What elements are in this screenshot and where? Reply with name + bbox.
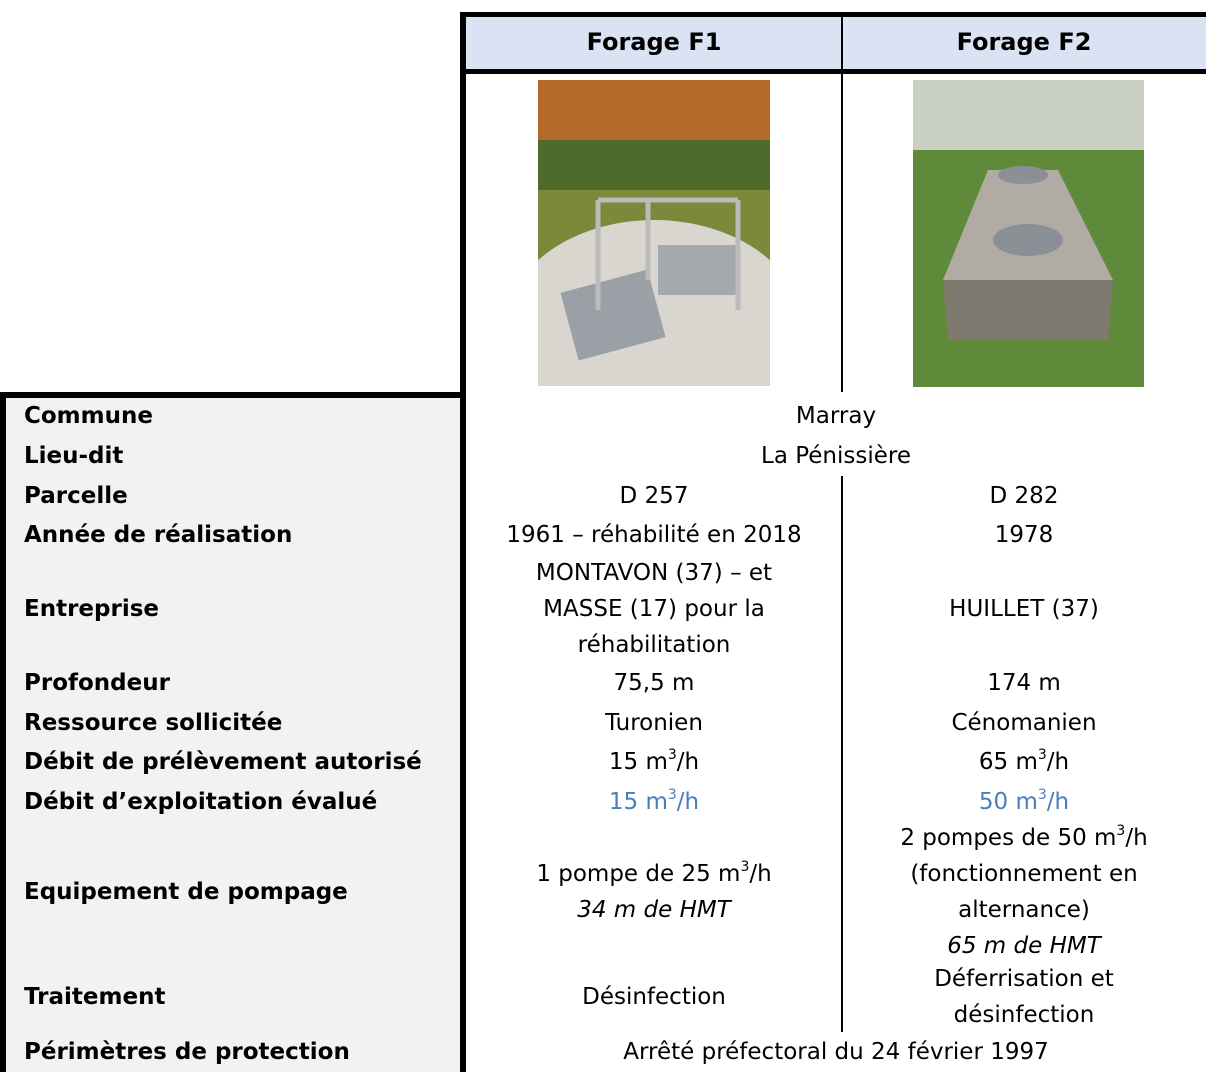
table-cell: D 282 <box>842 476 1206 515</box>
text-part: /h <box>749 861 772 887</box>
table-cell: MONTAVON (37) – et MASSE (17) pour la réha… <box>466 555 842 663</box>
photo-f1 <box>538 80 770 386</box>
cell-line: 65 m de HMT <box>947 933 1101 959</box>
table-cell: Arrêté préfectoral du 24 février 1997 <box>466 1032 1206 1072</box>
row-label: Ressource sollicitée <box>24 709 283 736</box>
cell-line: 1 pompe de 25 m3/h <box>536 856 771 892</box>
cell-line: La Pénissière <box>761 443 911 469</box>
cell-line: Turonien <box>605 709 703 736</box>
label-column <box>0 392 466 1072</box>
table-cell: 174 m <box>842 663 1206 703</box>
row-label: Débit d’exploitation évalué <box>24 789 378 815</box>
cell-line: Déferrisation et <box>934 966 1114 992</box>
row-label: Lieu-dit <box>24 443 124 469</box>
row-label: Commune <box>24 403 153 429</box>
header-cell: Forage F1 <box>466 12 842 72</box>
row-label: Parcelle <box>24 482 128 509</box>
border <box>460 12 466 1072</box>
table-cell: 1961 – réhabilité en 2018 <box>466 515 842 555</box>
text-part: /h <box>676 749 700 775</box>
cell-line: 50 m3/h <box>979 784 1069 820</box>
table-cell: 15 m3/h <box>466 782 842 822</box>
cell-line: réhabilitation <box>577 632 731 658</box>
border <box>463 69 1206 74</box>
cell-line: 75,5 m <box>613 670 695 696</box>
border <box>841 476 843 1032</box>
row-label: Année de réalisation <box>24 522 293 548</box>
table-cell: La Pénissière <box>466 436 1206 476</box>
cell-line: Cénomanien <box>951 709 1097 736</box>
row-label: Traitement <box>24 984 166 1010</box>
text-part: /h <box>1125 825 1148 851</box>
cell-line: HUILLET (37) <box>949 596 1099 622</box>
table-cell: 1 pompe de 25 m3/h 34 m de HMT <box>466 822 842 962</box>
row-label: Débit de prélèvement autorisé <box>24 749 422 775</box>
superscript: 3 <box>740 859 750 875</box>
text-part: 2 pompes de 50 m <box>900 825 1117 851</box>
cell-line: 2 pompes de 50 m3/h <box>900 820 1147 856</box>
cell-line: Désinfection <box>582 984 726 1010</box>
cell-line: Arrêté préfectoral du 24 février 1997 <box>623 1039 1049 1065</box>
row-label: Périmètres de protection <box>24 1039 350 1065</box>
table-cell: Turonien <box>466 703 842 742</box>
table-cell: Cénomanien <box>842 703 1206 742</box>
cell-line: 1961 – réhabilité en 2018 <box>506 522 802 548</box>
cell-line: 34 m de HMT <box>577 897 731 923</box>
cell-line: 15 m3/h <box>609 744 699 780</box>
border <box>841 17 843 392</box>
cell-line: désinfection <box>953 1002 1095 1028</box>
cell-line: 174 m <box>987 670 1061 696</box>
cell-line: alternance) <box>958 897 1090 923</box>
cell-line: MASSE (17) pour la <box>543 596 765 622</box>
cell-line: 65 m3/h <box>979 744 1069 780</box>
table-cell: 75,5 m <box>466 663 842 703</box>
text-part: 65 m <box>978 749 1038 775</box>
text-part: 15 m <box>608 749 668 775</box>
superscript: 3 <box>1037 787 1047 803</box>
table-cell: D 257 <box>466 476 842 515</box>
row-label: Profondeur <box>24 670 170 696</box>
cell-line: (fonctionnement en <box>910 861 1138 887</box>
header-cell: Forage F2 <box>842 12 1206 72</box>
table-cell: 2 pompes de 50 m3/h (fonctionnement en alt… <box>842 822 1206 962</box>
cell-line: 1978 <box>994 522 1054 548</box>
row-label: Entreprise <box>24 596 160 622</box>
table-cell: HUILLET (37) <box>842 555 1206 663</box>
text-part: 15 m <box>608 789 668 815</box>
table-cell: Désinfection <box>466 962 842 1032</box>
photo-f2 <box>913 80 1144 387</box>
border <box>463 12 1206 17</box>
table-cell: 1978 <box>842 515 1206 555</box>
table-cell: 50 m3/h <box>842 782 1206 822</box>
text-part: 50 m <box>978 789 1038 815</box>
superscript: 3 <box>1037 747 1047 763</box>
cell-line: Marray <box>795 403 877 429</box>
cell-line: D 257 <box>619 482 689 509</box>
table-cell: Marray <box>466 396 1206 436</box>
table-cell: 65 m3/h <box>842 742 1206 782</box>
superscript: 3 <box>667 747 677 763</box>
text-part: /h <box>676 789 700 815</box>
cell-line: D 282 <box>989 482 1059 509</box>
superscript: 3 <box>667 787 677 803</box>
superscript: 3 <box>1116 823 1126 839</box>
cell-line: MONTAVON (37) – et <box>535 560 773 586</box>
table-cell: 15 m3/h <box>466 742 842 782</box>
text-part: /h <box>1046 789 1070 815</box>
table-cell: Déferrisation et désinfection <box>842 962 1206 1032</box>
text-part: /h <box>1046 749 1070 775</box>
row-label: Equipement de pompage <box>24 879 348 905</box>
text-part: 1 pompe de 25 m <box>536 861 741 887</box>
cell-line: 15 m3/h <box>609 784 699 820</box>
